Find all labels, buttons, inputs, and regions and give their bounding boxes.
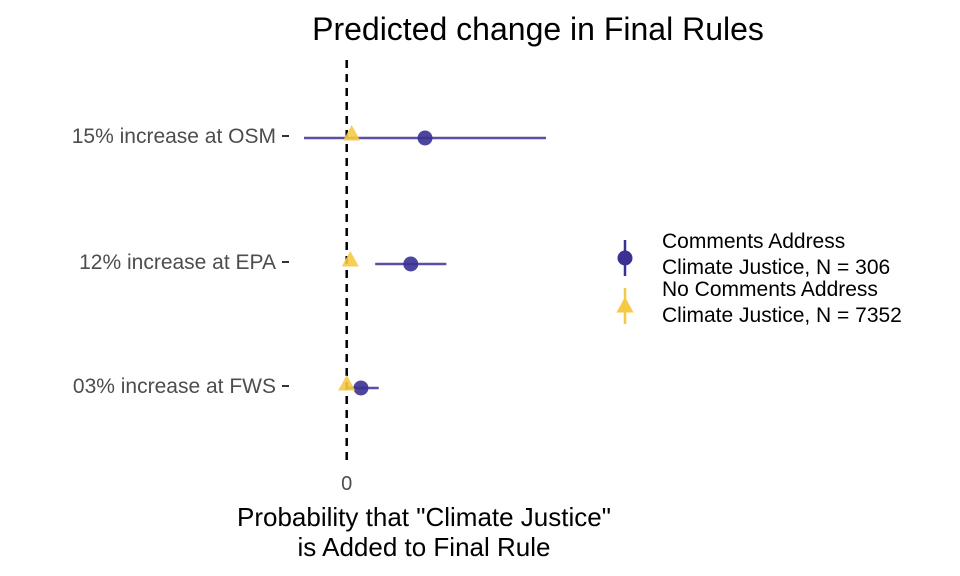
y-tick-label: 12% increase at EPA	[79, 251, 276, 274]
legend-key-circle	[617, 250, 633, 266]
legend-label: No Comments Address	[662, 278, 878, 301]
data-point-circle	[417, 130, 433, 146]
chart-title: Predicted change in Final Rules	[312, 11, 764, 47]
data-point-triangle	[343, 125, 361, 141]
y-axis: 15% increase at OSM 12% increase at EPA 03…	[72, 125, 289, 398]
data-point-triangle	[341, 251, 359, 267]
data-point-circle	[353, 380, 369, 396]
data-point-triangle	[338, 375, 356, 391]
x-axis: 0	[341, 473, 352, 495]
legend: Comments Address Climate Justice, N = 306…	[616, 230, 902, 327]
legend-key-triangle	[616, 297, 634, 313]
x-tick-label: 0	[341, 473, 352, 495]
y-tick-label: 03% increase at FWS	[73, 375, 276, 398]
y-tick-label: 15% increase at OSM	[72, 125, 276, 148]
x-axis-title-line-2: is Added to Final Rule	[298, 532, 551, 562]
legend-label: Comments Address	[662, 230, 845, 253]
data-marks	[304, 125, 546, 396]
legend-label: Climate Justice, N = 306	[662, 256, 890, 279]
data-point-circle	[403, 256, 419, 272]
x-axis-title-line-1: Probability that "Climate Justice"	[237, 502, 611, 532]
legend-label: Climate Justice, N = 7352	[662, 304, 902, 327]
